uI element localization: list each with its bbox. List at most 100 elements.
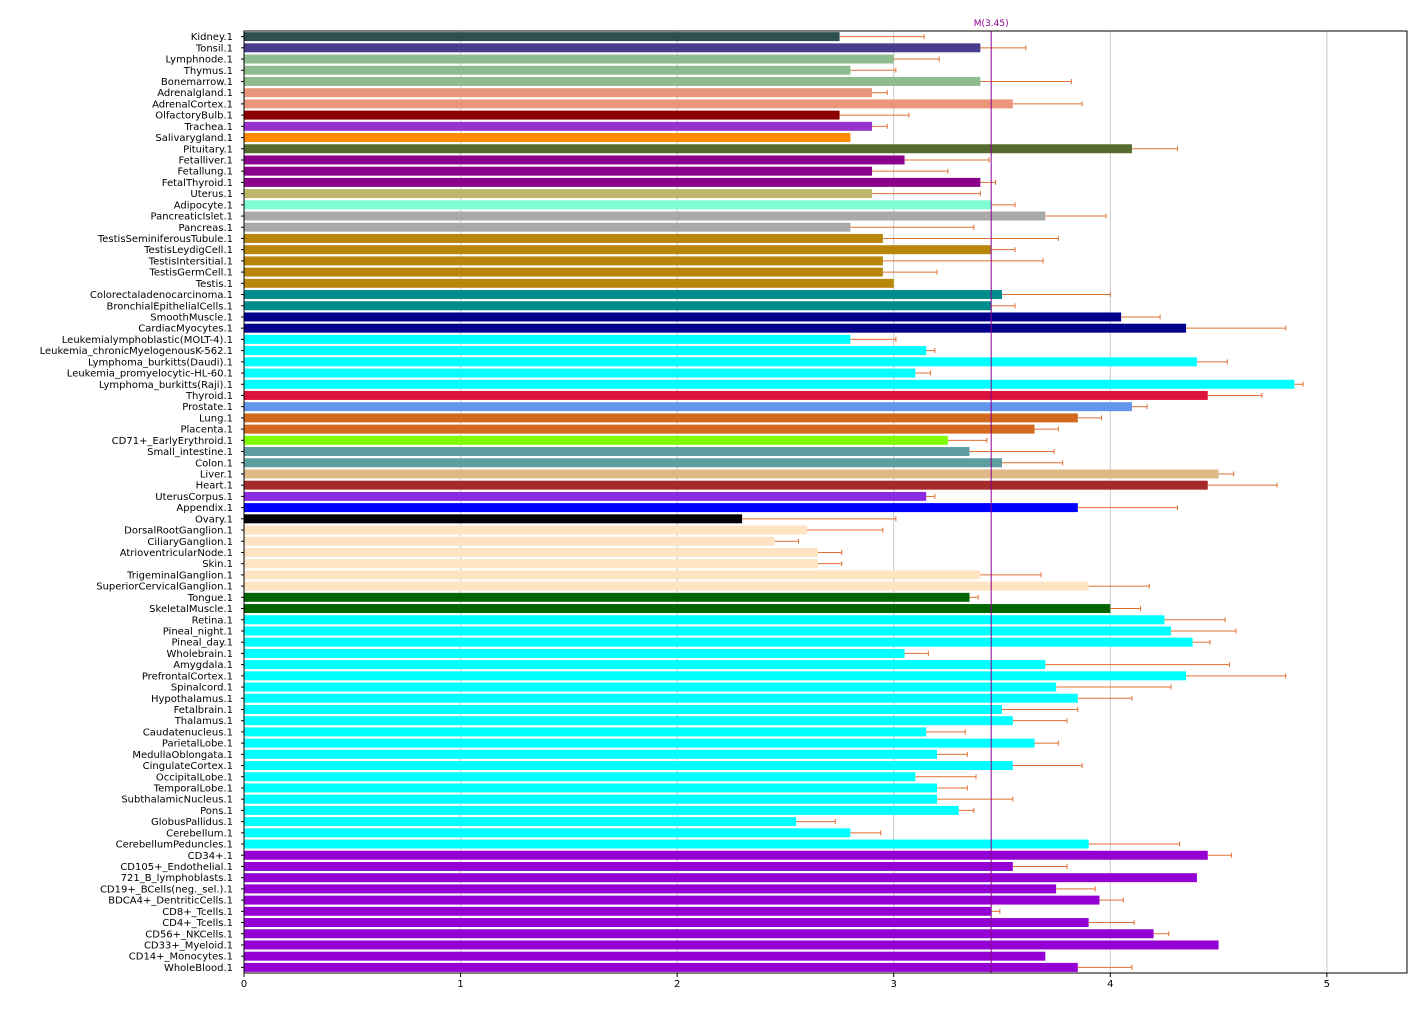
bar xyxy=(244,648,905,658)
y-tick-label: Thymus.1 xyxy=(183,66,233,77)
y-tick-label: Leukemialymphoblastic(MOLT-4).1 xyxy=(62,335,233,346)
y-tick-label: BDCA4+_DentriticCells.1 xyxy=(108,896,233,907)
y-tick-label: Fetallung.1 xyxy=(177,167,233,178)
y-tick-label: Pineal_day.1 xyxy=(172,638,234,649)
bar xyxy=(244,794,938,804)
y-tick-label: CardiacMyocytes.1 xyxy=(138,324,233,335)
y-tick-label: Caudatenucleus.1 xyxy=(143,727,233,738)
bar xyxy=(244,256,883,266)
bar xyxy=(244,671,1187,681)
bar xyxy=(244,525,808,535)
y-tick-label: Lymphoma_burkitts(Daudi).1 xyxy=(88,357,233,368)
y-tick-label: Thalamus.1 xyxy=(174,716,233,727)
y-tick-label: TrigeminalGanglion.1 xyxy=(126,570,233,581)
y-tick-label: Ovary.1 xyxy=(195,514,233,525)
y-tick-label: Cerebellum.1 xyxy=(166,828,233,839)
bar xyxy=(244,65,851,75)
y-tick-label: TestisGermCell.1 xyxy=(149,268,234,279)
bar xyxy=(244,166,873,176)
y-tick-label: CerebellumPeduncles.1 xyxy=(116,840,233,851)
bar xyxy=(244,110,840,120)
y-tick-label: Trachea.1 xyxy=(183,122,233,133)
y-tick-label: Tongue.1 xyxy=(187,593,233,604)
bar xyxy=(244,54,894,64)
y-tick-label: Lung.1 xyxy=(199,413,233,424)
y-tick-label: PancreaticIslet.1 xyxy=(151,212,233,223)
y-tick-label: CD8+_Tcells.1 xyxy=(162,907,233,918)
bar xyxy=(244,290,1003,300)
bar xyxy=(244,682,1057,692)
bar xyxy=(244,861,1013,871)
y-tick-label: CD71+_EarlyErythroid.1 xyxy=(112,436,233,447)
bar xyxy=(244,570,981,580)
y-tick-label: Placenta.1 xyxy=(180,425,233,436)
error-bars-layer xyxy=(742,34,1304,970)
bar xyxy=(244,660,1046,670)
bar xyxy=(244,817,797,827)
bar xyxy=(244,906,992,916)
bar xyxy=(244,536,775,546)
y-tick-label: CingulateCortex.1 xyxy=(143,761,233,772)
y-tick-label: AdrenalCortex.1 xyxy=(152,99,233,110)
bar xyxy=(244,200,992,210)
y-tick-label: Amygdala.1 xyxy=(173,660,233,671)
bar xyxy=(244,88,873,98)
bar xyxy=(244,177,981,187)
plot-frame xyxy=(243,30,1408,974)
y-tick-label: Small_intestine.1 xyxy=(147,447,233,458)
y-tick-label: CD4+_Tcells.1 xyxy=(162,918,233,929)
y-tick-label: TestisIntersitial.1 xyxy=(148,256,233,267)
median-label: M(3.45) xyxy=(974,19,1009,29)
bar xyxy=(244,940,1219,950)
bar xyxy=(244,592,970,602)
x-tick-label: 0 xyxy=(241,979,247,990)
bar xyxy=(244,503,1078,513)
bar xyxy=(244,559,818,569)
bar xyxy=(244,895,1100,905)
y-tick-label: 721_B_lymphoblasts.1 xyxy=(121,873,233,884)
bar xyxy=(244,480,1208,490)
grid-layer xyxy=(460,31,1328,973)
bar xyxy=(244,929,1154,939)
x-tick-label: 5 xyxy=(1324,979,1330,990)
bar xyxy=(244,626,1171,636)
y-tick-label: Fetalliver.1 xyxy=(178,155,233,166)
y-tick-label: AtrioventricularNode.1 xyxy=(120,548,233,559)
y-tick-label: Leukemia_promyelocytic-HL-60.1 xyxy=(67,369,233,380)
y-tick-label: CD19+_BCells(neg._sel.).1 xyxy=(100,884,233,895)
bar xyxy=(244,738,1035,748)
y-tick-label: Spinalcord.1 xyxy=(171,683,233,694)
x-tick-label: 1 xyxy=(457,979,463,990)
bar xyxy=(244,615,1165,625)
y-tick-label: Tonsil.1 xyxy=(195,43,233,54)
bar xyxy=(244,704,1003,714)
y-tick-label: CiliaryGanglion.1 xyxy=(147,537,233,548)
y-tick-label: Appendix.1 xyxy=(176,503,233,514)
bar xyxy=(244,413,1078,423)
y-tick-label: Adipocyte.1 xyxy=(174,200,233,211)
y-tick-label: CD14+_Monocytes.1 xyxy=(129,952,233,963)
y-tick-label: Lymphoma_burkitts(Raji).1 xyxy=(99,380,233,391)
median-layer: M(3.45) xyxy=(974,19,1009,973)
bar xyxy=(244,133,851,143)
bar xyxy=(244,267,883,277)
y-tick-label: Fetalbrain.1 xyxy=(174,705,233,716)
bar xyxy=(244,402,1132,412)
y-tick-label: Uterus.1 xyxy=(190,189,233,200)
bar xyxy=(244,805,959,815)
bar xyxy=(244,222,851,232)
y-tick-label: PrefrontalCortex.1 xyxy=(142,671,233,682)
y-tick-label: TestisSeminiferousTubule.1 xyxy=(97,234,233,245)
y-tick-label: OccipitalLobe.1 xyxy=(156,772,233,783)
y-tick-label: ParietalLobe.1 xyxy=(162,739,233,750)
y-tick-label: Pons.1 xyxy=(200,806,233,817)
y-tick-label: Thyroid.1 xyxy=(185,391,233,402)
y-tick-label: Leukemia_chronicMyelogenousK-562.1 xyxy=(40,346,233,357)
y-tick-label: GlobusPallidus.1 xyxy=(151,817,233,828)
y-tick-label: SuperiorCervicalGanglion.1 xyxy=(96,582,233,593)
y-tick-label: Colorectaladenocarcinoma.1 xyxy=(90,290,233,301)
bar xyxy=(244,447,970,457)
bar xyxy=(244,357,1197,367)
